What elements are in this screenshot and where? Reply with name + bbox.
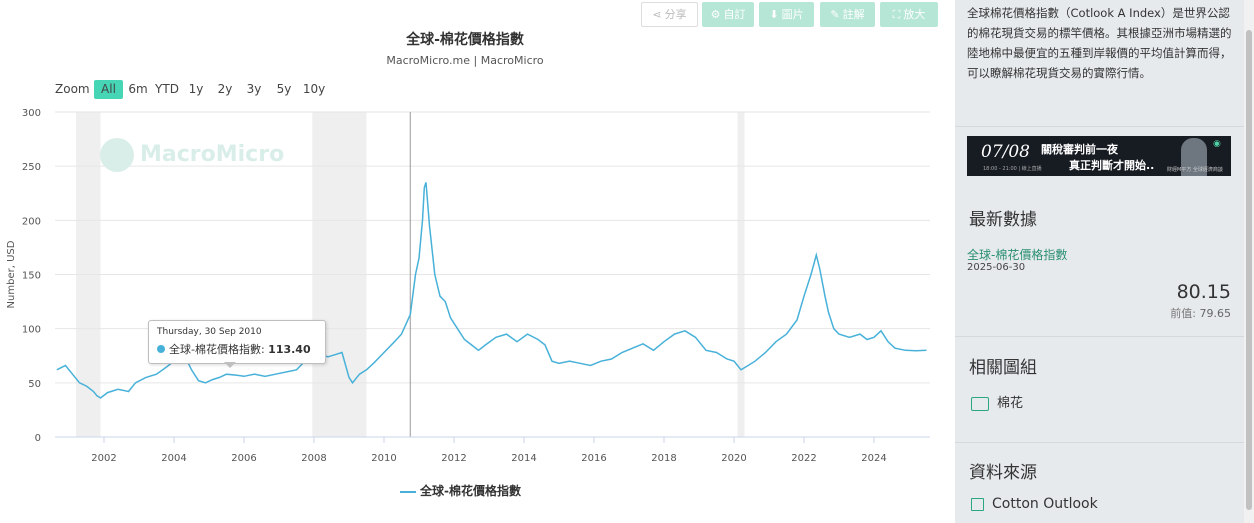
x-tick-label: 2014 <box>511 453 536 464</box>
previous-value-label: 前值: <box>1170 307 1196 320</box>
data-source-heading: 資料來源 <box>969 463 1037 483</box>
gear-icon: ⚙ <box>710 8 721 21</box>
previous-value: 79.65 <box>1199 307 1232 320</box>
external-link-icon <box>971 497 984 511</box>
related-chart-label: 棉花 <box>997 396 1024 411</box>
range-2y-button[interactable]: 2y <box>217 82 233 96</box>
ad-subtext: 18:00 - 21:00 | 線上直播 <box>983 166 1042 172</box>
macromicro-logo-icon <box>100 138 134 172</box>
x-tick-label: 2002 <box>91 453 116 464</box>
share-icon: ⋖ <box>652 8 662 21</box>
annotate-button[interactable]: ✎ 註解 <box>820 2 875 27</box>
x-tick-label: 2018 <box>651 453 676 464</box>
chart-panel: ⋖ 分享 ⚙ 自訂 ⬇ 圖片 ✎ 註解 ⛶ 放大 全球-棉花價格指數 MacroMicro… <box>0 0 955 523</box>
image-label: 圖片 <box>781 8 804 21</box>
x-tick-label: 2004 <box>161 453 186 464</box>
description-box: 全球棉花價格指數（Cotlook A Index）是世界公認的棉花現貨交易的標竿… <box>955 0 1244 127</box>
tooltip-series-name: 全球-棉花價格指數 <box>169 343 261 356</box>
y-tick-label: 250 <box>22 162 41 173</box>
latest-value: 80.15 <box>1176 281 1231 303</box>
chart-tooltip: Thursday, 30 Sep 2010 全球-棉花價格指數: 113.40 <box>148 320 326 364</box>
divider <box>955 336 1244 337</box>
ad-banner[interactable]: 07/08 18:00 - 21:00 | 線上直播 關稅審判前一夜 真正判斷才… <box>967 136 1231 176</box>
x-tick-label: 2020 <box>721 453 746 464</box>
customize-button[interactable]: ⚙ 自訂 <box>702 2 754 27</box>
x-tick-label: 2012 <box>441 453 466 464</box>
data-source-link[interactable]: Cotton Outlook <box>971 496 1098 512</box>
x-tick-label: 2024 <box>861 453 886 464</box>
latest-data-heading: 最新數據 <box>969 210 1037 230</box>
series-line-cotton-index[interactable] <box>56 182 927 399</box>
y-tick-label: 100 <box>22 325 41 336</box>
chart-title: 全球-棉花價格指數 <box>406 32 524 48</box>
annotate-label: 註解 <box>842 8 865 21</box>
folder-icon <box>971 396 989 411</box>
chart-subtitle: MacroMicro.me | MacroMicro <box>386 54 544 67</box>
ad-person-image <box>1181 138 1207 176</box>
watermark: MacroMicro <box>100 138 284 172</box>
legend-swatch <box>400 490 416 493</box>
download-icon: ⬇ <box>769 8 779 21</box>
range-5y-button[interactable]: 5y <box>276 82 292 96</box>
range-6m-button[interactable]: 6m <box>128 82 148 96</box>
x-tick-label: 2010 <box>371 453 396 464</box>
chart-plot[interactable]: 0 50 100 150 200 250 300 2002 2004 2006 2008 2010 2… <box>0 0 955 523</box>
y-tick-label: 200 <box>22 216 41 227</box>
customize-label: 自訂 <box>723 8 746 21</box>
x-tick-label: 2022 <box>791 453 816 464</box>
description-text: 全球棉花價格指數（Cotlook A Index）是世界公認的棉花現貨交易的標竿… <box>967 6 1232 80</box>
y-tick-label: 0 <box>35 433 41 444</box>
pencil-icon: ✎ <box>830 8 840 21</box>
tooltip-date: Thursday, 30 Sep 2010 <box>157 327 262 337</box>
latest-series-link[interactable]: 全球-棉花價格指數 <box>967 248 1068 262</box>
range-ytd-button[interactable]: YTD <box>155 82 179 96</box>
chart-legend[interactable]: 全球-棉花價格指數 <box>400 482 521 499</box>
fullscreen-button[interactable]: ⛶ 放大 <box>880 2 938 27</box>
y-tick-label: 50 <box>28 379 41 390</box>
data-source-label: Cotton Outlook <box>992 496 1098 512</box>
previous-value-row: 前值: 79.65 <box>1170 305 1231 321</box>
ad-headline-2: 真正判斷才開始.. <box>1069 159 1155 172</box>
legend-label: 全球-棉花價格指數 <box>420 484 521 498</box>
x-tick-label: 2006 <box>231 453 256 464</box>
share-label: 分享 <box>664 8 687 21</box>
range-10y-button[interactable]: 10y <box>302 82 326 96</box>
tooltip-caret <box>224 362 236 368</box>
tooltip-value: 113.40 <box>268 343 311 356</box>
tooltip-value-row: 全球-棉花價格指數: 113.40 <box>157 341 311 357</box>
image-download-button[interactable]: ⬇ 圖片 <box>759 2 814 27</box>
fullscreen-label: 放大 <box>903 8 926 21</box>
expand-icon: ⛶ <box>892 8 901 21</box>
related-chart-link[interactable]: 棉花 <box>971 392 1023 411</box>
divider <box>955 442 1244 443</box>
zoom-label: Zoom <box>55 82 90 96</box>
series-dot-icon <box>157 345 165 353</box>
range-all-button[interactable]: All <box>94 80 123 99</box>
range-1y-button[interactable]: 1y <box>188 82 204 96</box>
y-tick-label: 300 <box>22 108 41 119</box>
x-tick-label: 2016 <box>581 453 606 464</box>
related-charts-heading: 相關圖組 <box>969 358 1037 378</box>
y-tick-label: 150 <box>22 271 41 282</box>
y-axis-label: Number, USD <box>6 240 17 308</box>
watermark-text: MacroMicro <box>140 142 285 167</box>
ad-logo-icon: ◉ <box>1213 139 1221 149</box>
ad-headline-1: 關稅審判前一夜 <box>1041 143 1118 156</box>
range-3y-button[interactable]: 3y <box>246 82 262 96</box>
share-button[interactable]: ⋖ 分享 <box>641 2 698 27</box>
x-tick-label: 2008 <box>301 453 326 464</box>
latest-date: 2025-06-30 <box>967 262 1026 273</box>
scrollbar-thumb[interactable] <box>1246 30 1252 510</box>
ad-date: 07/08 <box>981 142 1030 162</box>
sidebar: 全球棉花價格指數（Cotlook A Index）是世界公認的棉花現貨交易的標竿… <box>955 0 1244 523</box>
ad-brand: 財經M平方 全球經濟商談 <box>1167 167 1223 173</box>
